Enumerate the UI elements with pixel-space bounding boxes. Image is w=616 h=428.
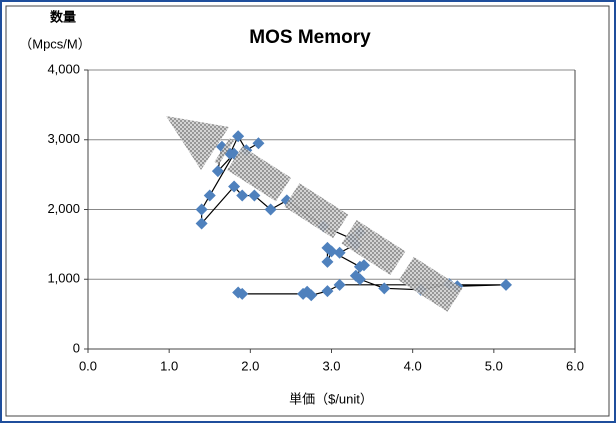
- x-tick-label: 0.0: [79, 358, 97, 373]
- chart-title: MOS Memory: [249, 27, 371, 48]
- point: [325, 245, 338, 258]
- x-tick-label: 4.0: [404, 358, 422, 373]
- point: [333, 246, 346, 259]
- point: [195, 203, 208, 216]
- point: [297, 287, 310, 300]
- y-axis-label: 数量: [50, 9, 76, 24]
- point: [195, 217, 208, 230]
- point: [357, 259, 370, 272]
- point: [203, 189, 216, 202]
- x-tick-label: 1.0: [160, 358, 178, 373]
- point: [321, 285, 334, 298]
- x-tick-label: 3.0: [322, 358, 340, 373]
- point: [232, 130, 245, 143]
- point: [378, 282, 391, 295]
- y-tick-label: 4,000: [47, 61, 80, 76]
- point: [353, 273, 366, 286]
- point: [232, 286, 245, 299]
- point: [264, 203, 277, 216]
- x-tick-label: 5.0: [485, 358, 503, 373]
- x-tick-label: 2.0: [241, 358, 259, 373]
- y-tick-label: 3,000: [47, 131, 80, 146]
- y-tick-label: 1,000: [47, 271, 80, 286]
- y-tick-label: 0: [73, 340, 80, 355]
- point: [321, 255, 334, 268]
- y-axis-label: （Mpcs/M）: [19, 36, 91, 51]
- arrow-shaft: [214, 138, 463, 312]
- y-tick-label: 2,000: [47, 201, 80, 216]
- point: [333, 278, 346, 291]
- point: [211, 165, 224, 178]
- arrow-head: [166, 116, 229, 170]
- x-tick-label: 6.0: [566, 358, 584, 373]
- trend-arrow: [166, 116, 463, 312]
- point: [252, 137, 265, 150]
- x-axis-label: 単価（$/unit）: [289, 391, 373, 406]
- point: [228, 180, 241, 193]
- point: [236, 189, 249, 202]
- point: [500, 278, 513, 291]
- point: [248, 189, 261, 202]
- chart-border: [5, 5, 610, 417]
